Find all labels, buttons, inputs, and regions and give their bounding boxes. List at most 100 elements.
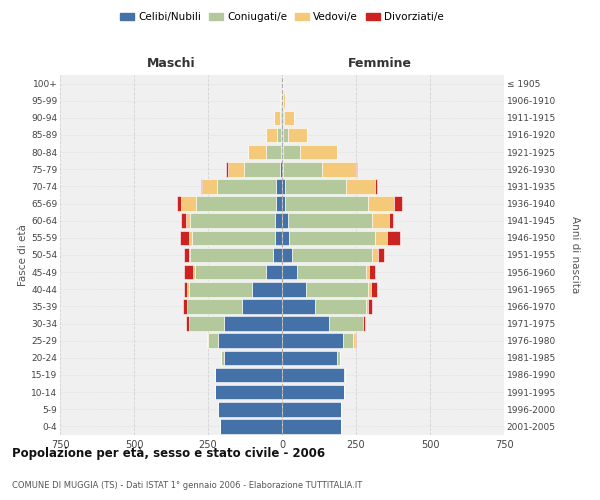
Bar — [282, 282, 305, 296]
Bar — [297, 265, 367, 280]
Bar — [187, 282, 189, 296]
Bar — [200, 179, 202, 194]
Bar — [196, 196, 276, 211]
Bar — [283, 110, 284, 125]
Bar — [368, 196, 394, 211]
Bar — [394, 196, 402, 211]
Bar — [266, 265, 282, 280]
Bar — [371, 282, 377, 296]
Bar — [282, 316, 329, 331]
Bar — [346, 179, 375, 194]
Bar — [280, 162, 282, 176]
Bar — [387, 230, 400, 245]
Bar — [282, 128, 283, 142]
Text: COMUNE DI MUGGIA (TS) - Dati ISTAT 1° gennaio 2006 - Elaborazione TUTTITALIA.IT: COMUNE DI MUGGIA (TS) - Dati ISTAT 1° ge… — [12, 480, 362, 490]
Bar — [282, 162, 283, 176]
Bar — [266, 145, 281, 160]
Bar — [282, 299, 314, 314]
Bar — [180, 230, 189, 245]
Bar — [285, 196, 368, 211]
Bar — [221, 350, 224, 365]
Y-axis label: Anni di nascita: Anni di nascita — [570, 216, 580, 294]
Bar — [274, 110, 280, 125]
Y-axis label: Fasce di età: Fasce di età — [18, 224, 28, 286]
Bar — [281, 145, 282, 160]
Bar — [215, 385, 282, 400]
Bar — [280, 94, 281, 108]
Bar — [375, 179, 377, 194]
Bar — [375, 230, 387, 245]
Bar — [224, 350, 282, 365]
Bar — [202, 179, 217, 194]
Text: Popolazione per età, sesso e stato civile - 2006: Popolazione per età, sesso e stato civil… — [12, 448, 325, 460]
Bar — [275, 214, 282, 228]
Bar — [289, 230, 375, 245]
Bar — [282, 179, 285, 194]
Bar — [282, 385, 344, 400]
Bar — [218, 402, 282, 416]
Bar — [389, 214, 393, 228]
Bar — [355, 334, 356, 348]
Bar — [181, 196, 196, 211]
Bar — [337, 350, 340, 365]
Bar — [372, 248, 378, 262]
Bar — [292, 248, 372, 262]
Bar — [356, 162, 358, 176]
Bar — [282, 265, 297, 280]
Bar — [285, 179, 346, 194]
Bar — [189, 282, 253, 296]
Bar — [372, 214, 389, 228]
Bar — [224, 316, 282, 331]
Bar — [322, 162, 356, 176]
Bar — [284, 110, 295, 125]
Bar — [190, 248, 273, 262]
Bar — [281, 128, 282, 142]
Bar — [282, 402, 341, 416]
Bar — [288, 214, 372, 228]
Bar — [208, 334, 218, 348]
Bar — [192, 230, 275, 245]
Bar — [184, 282, 187, 296]
Bar — [226, 162, 228, 176]
Bar — [266, 128, 277, 142]
Bar — [193, 265, 194, 280]
Bar — [314, 299, 367, 314]
Bar — [218, 334, 282, 348]
Bar — [282, 145, 283, 160]
Bar — [220, 419, 282, 434]
Bar — [300, 145, 337, 160]
Bar — [283, 128, 288, 142]
Bar — [364, 316, 365, 331]
Bar — [275, 230, 282, 245]
Bar — [184, 265, 193, 280]
Bar — [273, 248, 282, 262]
Bar — [217, 179, 276, 194]
Text: Maschi: Maschi — [146, 57, 196, 70]
Bar — [190, 214, 275, 228]
Bar — [282, 230, 289, 245]
Bar — [244, 162, 280, 176]
Bar — [242, 299, 282, 314]
Bar — [353, 334, 355, 348]
Bar — [187, 299, 242, 314]
Bar — [370, 265, 375, 280]
Bar — [283, 145, 300, 160]
Bar — [228, 162, 244, 176]
Bar — [282, 214, 288, 228]
Bar — [177, 196, 181, 211]
Bar — [288, 128, 307, 142]
Bar — [183, 299, 187, 314]
Bar — [189, 316, 224, 331]
Bar — [280, 110, 281, 125]
Bar — [248, 145, 266, 160]
Legend: Celibi/Nubili, Coniugati/e, Vedovi/e, Divorziati/e: Celibi/Nubili, Coniugati/e, Vedovi/e, Di… — [116, 8, 448, 26]
Bar — [282, 334, 343, 348]
Bar — [368, 299, 372, 314]
Bar — [329, 316, 364, 331]
Bar — [276, 179, 282, 194]
Bar — [189, 230, 192, 245]
Bar — [181, 214, 186, 228]
Bar — [253, 282, 282, 296]
Bar — [368, 282, 371, 296]
Bar — [215, 368, 282, 382]
